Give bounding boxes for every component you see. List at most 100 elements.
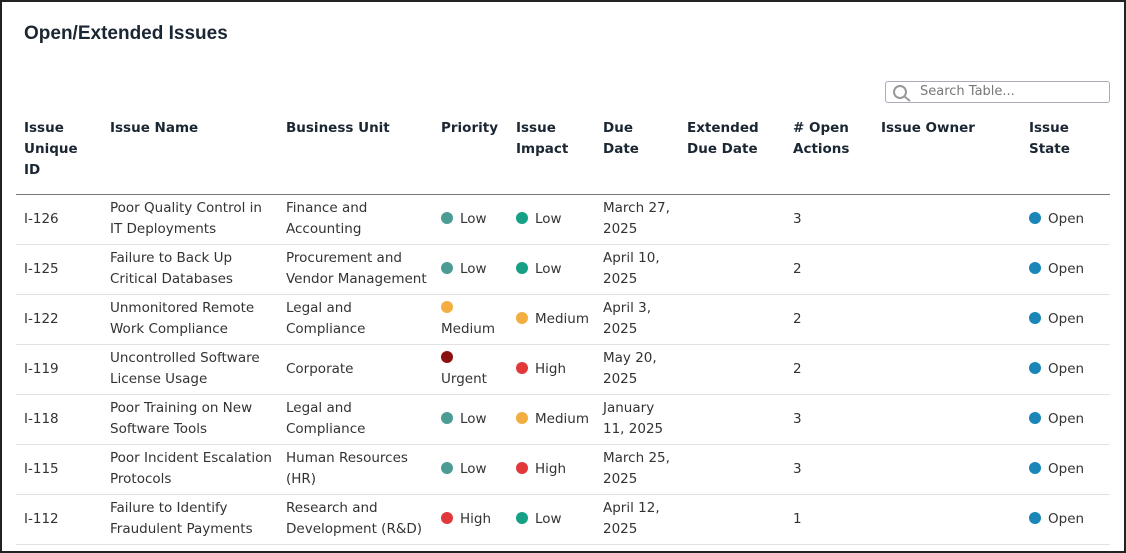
table-cell: March 25, 2025 [595,444,679,495]
column-header[interactable]: Business Unit [278,108,433,195]
business-unit: Legal and Compliance [286,400,366,437]
priority-label: Medium [441,321,495,337]
state-dot [1029,511,1041,524]
table-cell: April 10, 2025 [595,244,679,295]
priority-label: Low [460,410,487,427]
header-row: Issue Unique ID Issue Name Business Unit Pr… [16,108,1110,195]
priority-label: Low [460,260,487,277]
impact-label: Low [535,210,562,227]
table-row: I-126 Poor Quality Control in IT Deployme… [16,194,1110,245]
column-header[interactable]: Issue Impact [508,108,595,195]
table-cell: Low [433,194,508,245]
table-cell: Research and Development (R&D) [278,494,433,545]
priority-dot [441,211,453,224]
priority-label: Low [460,210,487,227]
priority-label: Low [460,460,487,477]
impact-label: High [535,460,567,477]
business-unit: Corporate [286,360,354,377]
table-row: I-125 Failure to Back Up Critical Databas… [16,244,1110,295]
table-cell: I-112 [16,494,102,545]
impact-dot [516,511,528,524]
table-cell [679,494,785,545]
table-body: I-126 Poor Quality Control in IT Deployme… [16,194,1110,545]
due: March 27, 2025 [603,200,670,237]
table-cell: Finance and Accounting [278,194,433,245]
id: I-126 [24,210,59,227]
open-actions: 2 [793,310,802,327]
due: March 25, 2025 [603,450,670,487]
id: I-112 [24,510,59,527]
table-cell: Legal and Compliance [278,394,433,445]
table-cell [873,244,1021,295]
table-cell: Poor Incident Escalation Protocols [102,444,278,495]
table-cell: Open [1021,494,1110,545]
column-header[interactable]: Issue Name [102,108,278,195]
table-cell: Uncontrolled Software License Usage [102,344,278,395]
name: Uncontrolled Software License Usage [110,350,260,387]
name: Failure to Identify Fraudulent Payments [110,500,253,537]
table-cell: Poor Quality Control in IT Deployments [102,194,278,245]
table-cell [873,394,1021,445]
priority-dot [441,461,453,474]
business-unit: Human Resources (HR) [286,450,408,487]
priority-label: Urgent [441,371,487,387]
open-actions: 3 [793,460,802,477]
business-unit: Legal and Compliance [286,300,366,337]
column-header[interactable]: Issue Owner [873,108,1021,195]
table-cell: I-115 [16,444,102,495]
business-unit: Procurement and Vendor Management [286,250,427,287]
table-cell: Failure to Identify Fraudulent Payments [102,494,278,545]
table-cell: 2 [785,344,873,395]
name: Poor Quality Control in IT Deployments [110,200,262,237]
table-cell [873,194,1021,245]
table-row: I-122 Unmonitored Remote Work Compliance L… [16,294,1110,345]
search-box[interactable]: Search Table... [885,81,1110,103]
table-cell: Low [433,394,508,445]
table-cell [679,294,785,345]
id: I-115 [24,460,59,477]
table-cell [873,494,1021,545]
state-dot [1029,311,1041,324]
table-cell: Low [433,244,508,295]
table-cell: Medium [508,394,595,445]
impact-label: High [535,360,567,377]
table-cell: April 3, 2025 [595,294,679,345]
name: Poor Training on New Software Tools [110,400,253,437]
impact-dot [516,461,528,474]
table-cell: Open [1021,194,1110,245]
table-cell: I-122 [16,294,102,345]
column-header[interactable]: Priority [433,108,508,195]
table-cell: January 11, 2025 [595,394,679,445]
impact-label: Medium [535,410,589,427]
impact-label: Low [535,510,562,527]
priority-dot [441,301,453,313]
table-cell: High [508,344,595,395]
table-cell: May 20, 2025 [595,344,679,395]
id: I-125 [24,260,59,277]
table-cell: 2 [785,244,873,295]
table-cell [679,394,785,445]
table-row: I-119 Uncontrolled Software License Usage… [16,344,1110,395]
name: Poor Incident Escalation Protocols [110,450,272,487]
table-cell [679,444,785,495]
issues-table: Issue Unique ID Issue Name Business Unit Pr… [16,108,1110,545]
impact-label: Medium [535,310,589,327]
table-cell: April 12, 2025 [595,494,679,545]
priority-dot [441,411,453,424]
table-cell: I-118 [16,394,102,445]
due: May 20, 2025 [603,350,657,387]
table-cell: Low [433,444,508,495]
table-cell: Urgent [433,344,508,395]
open-actions: 2 [793,260,802,277]
impact-label: Low [535,260,562,277]
column-header[interactable]: Issue Unique ID [16,108,102,195]
column-header[interactable]: Issue State [1021,108,1110,195]
column-header[interactable]: Due Date [595,108,679,195]
column-header[interactable]: # Open Actions [785,108,873,195]
table-cell [873,294,1021,345]
column-header[interactable]: Extended Due Date [679,108,785,195]
open-actions: 3 [793,210,802,227]
due: April 10, 2025 [603,250,660,287]
table-cell: 3 [785,194,873,245]
